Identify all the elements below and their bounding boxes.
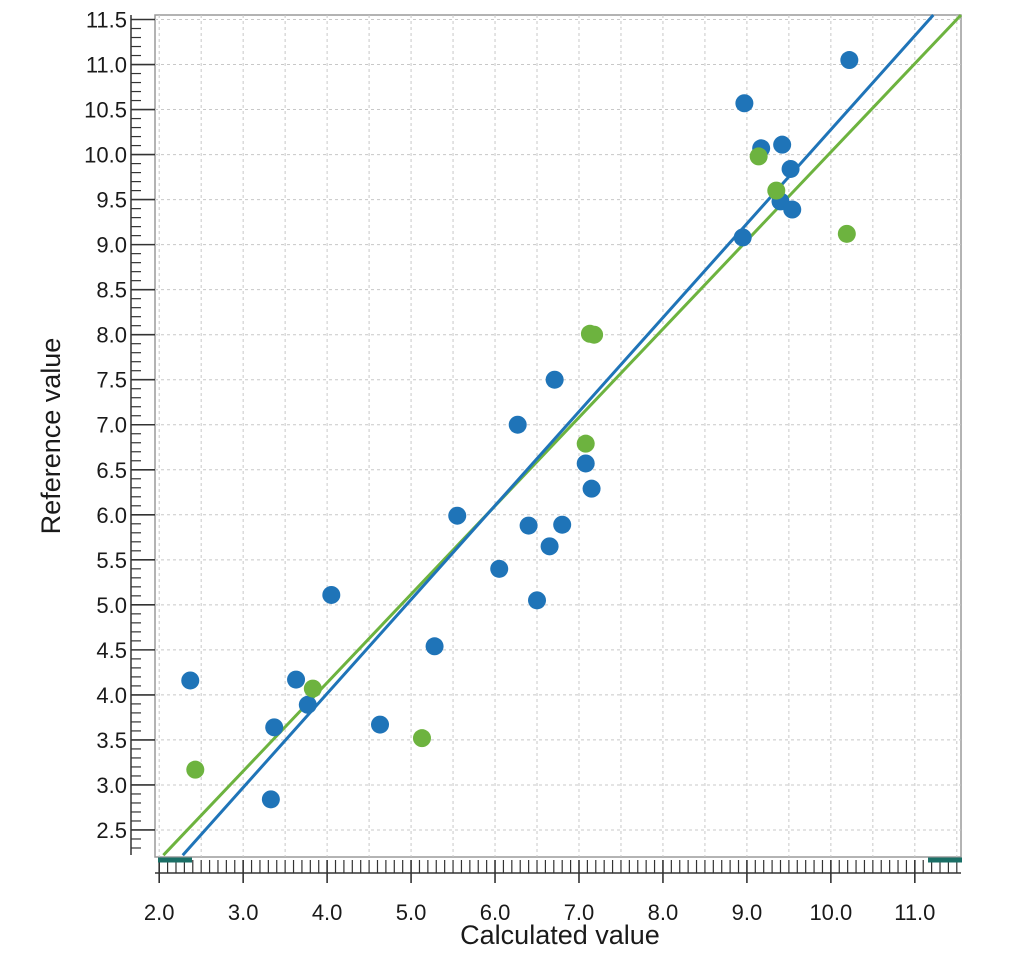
data-point xyxy=(261,790,280,809)
data-point xyxy=(508,415,527,434)
y-tick-label: 2.5 xyxy=(96,818,127,843)
y-tick-label: 9.5 xyxy=(96,188,127,213)
data-point xyxy=(287,670,306,689)
x-tick-label: 10.0 xyxy=(809,900,852,925)
data-point xyxy=(371,715,390,734)
y-tick-labels: 2.5 3.0 3.5 4.0 4.5 5.0 5.5 6.0 6.5 7.0 7.5 8.0 8.5 9… xyxy=(84,8,127,843)
x-tick-label: 11.0 xyxy=(894,900,935,925)
x-tick-label: 8.0 xyxy=(648,900,679,925)
data-point xyxy=(576,434,595,453)
data-points xyxy=(181,51,859,809)
data-point xyxy=(767,181,786,200)
data-point xyxy=(528,591,547,610)
data-point xyxy=(265,718,284,737)
x-tick-label: 5.0 xyxy=(396,900,427,925)
y-tick-label: 10.0 xyxy=(84,143,127,168)
data-point xyxy=(582,479,601,498)
y-tick-label: 8.5 xyxy=(96,278,127,303)
x-axis-title: Calculated value xyxy=(460,920,660,950)
x-tick-label: 3.0 xyxy=(228,900,259,925)
grid-lines xyxy=(155,15,961,857)
data-point xyxy=(735,94,754,113)
data-point xyxy=(298,695,317,714)
fit-lines xyxy=(162,13,963,857)
y-tick-label: 11.5 xyxy=(86,8,127,33)
y-tick-label: 5.0 xyxy=(96,593,127,618)
y-tick-label: 3.5 xyxy=(96,728,127,753)
data-point xyxy=(783,200,802,219)
data-point xyxy=(781,159,800,178)
y-tick-label: 3.0 xyxy=(96,773,127,798)
data-point xyxy=(773,135,792,154)
axes xyxy=(130,15,962,883)
data-point xyxy=(585,325,604,344)
data-point xyxy=(322,585,341,604)
data-point xyxy=(412,729,431,748)
y-tick-label: 10.5 xyxy=(84,98,127,123)
y-tick-label: 5.5 xyxy=(96,548,127,573)
y-tick-label: 7.0 xyxy=(96,413,127,438)
data-point xyxy=(519,516,538,535)
data-point xyxy=(553,515,572,534)
x-tick-label: 7.0 xyxy=(564,900,595,925)
y-tick-label: 6.5 xyxy=(96,458,127,483)
x-tick-label: 2.0 xyxy=(144,900,175,925)
x-tick-label: 4.0 xyxy=(312,900,343,925)
data-point xyxy=(181,671,200,690)
y-axis-title: Reference value xyxy=(36,338,66,535)
data-point xyxy=(576,454,595,473)
y-tick-label: 4.5 xyxy=(96,638,127,663)
y-tick-label: 7.5 xyxy=(96,368,127,393)
data-point xyxy=(749,147,768,166)
y-tick-label: 8.0 xyxy=(96,323,127,348)
regression-line xyxy=(181,14,935,857)
x-tick-labels: 2.0 3.0 4.0 5.0 6.0 7.0 8.0 9.0 10.0 11.0 xyxy=(144,900,936,925)
x-tick-label: 6.0 xyxy=(480,900,511,925)
x-tick-label: 9.0 xyxy=(732,900,763,925)
data-point xyxy=(425,637,444,656)
regression-line xyxy=(162,13,963,857)
data-point xyxy=(733,228,752,247)
data-point xyxy=(303,679,322,698)
y-tick-label: 11.0 xyxy=(86,53,127,78)
data-point xyxy=(545,370,564,389)
data-point xyxy=(448,506,467,525)
data-point xyxy=(186,760,205,779)
y-tick-label: 6.0 xyxy=(96,503,127,528)
data-point xyxy=(490,559,509,578)
data-point xyxy=(840,51,859,70)
data-point xyxy=(540,537,559,556)
y-tick-label: 4.0 xyxy=(96,683,127,708)
data-point xyxy=(837,224,856,243)
y-tick-label: 9.0 xyxy=(96,233,127,258)
